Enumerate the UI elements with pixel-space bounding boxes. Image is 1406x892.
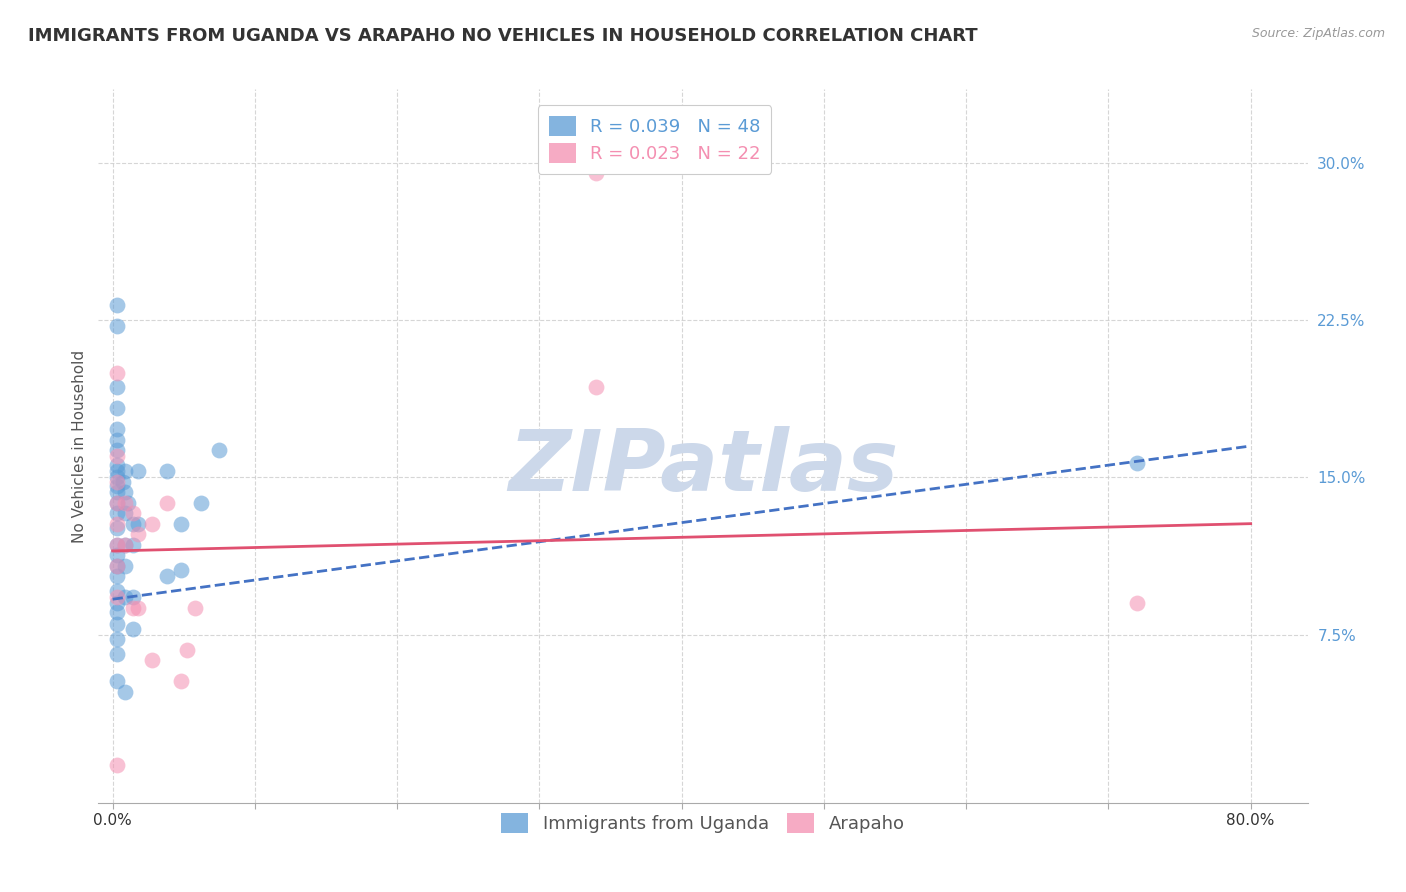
Point <box>105 496 128 510</box>
Point <box>105 479 128 493</box>
Point <box>127 464 149 478</box>
Point <box>105 758 128 772</box>
Point <box>121 516 143 531</box>
Point <box>105 366 128 380</box>
Point <box>1126 456 1149 470</box>
Point <box>105 617 128 632</box>
Point <box>105 569 128 583</box>
Point <box>114 464 136 478</box>
Point <box>105 538 128 552</box>
Point <box>105 450 128 464</box>
Point <box>105 443 128 458</box>
Point <box>105 458 128 472</box>
Point <box>114 506 136 520</box>
Point <box>105 558 128 573</box>
Point <box>190 496 212 510</box>
Point <box>121 600 143 615</box>
Point <box>170 516 193 531</box>
Point <box>105 558 128 573</box>
Text: Source: ZipAtlas.com: Source: ZipAtlas.com <box>1251 27 1385 40</box>
Point <box>208 443 231 458</box>
Point <box>121 538 143 552</box>
Point <box>114 590 136 604</box>
Point <box>105 433 128 447</box>
Point <box>105 401 128 416</box>
Point <box>105 298 128 312</box>
Point <box>105 583 128 598</box>
Legend: Immigrants from Uganda, Arapaho: Immigrants from Uganda, Arapaho <box>494 805 912 840</box>
Point <box>170 563 193 577</box>
Point <box>105 485 128 500</box>
Point <box>105 538 128 552</box>
Y-axis label: No Vehicles in Household: No Vehicles in Household <box>72 350 87 542</box>
Point <box>111 475 134 489</box>
Point <box>105 674 128 689</box>
Point <box>117 496 139 510</box>
Point <box>105 380 128 394</box>
Point <box>127 600 149 615</box>
Point <box>114 485 136 500</box>
Point <box>114 538 136 552</box>
Point <box>121 506 143 520</box>
Point <box>184 600 207 615</box>
Point <box>105 506 128 520</box>
Point <box>105 319 128 334</box>
Point <box>105 516 128 531</box>
Point <box>105 521 128 535</box>
Point <box>156 496 179 510</box>
Point <box>105 632 128 646</box>
Point <box>121 622 143 636</box>
Point <box>105 605 128 619</box>
Point <box>105 590 128 604</box>
Point <box>141 653 163 667</box>
Point <box>105 596 128 610</box>
Point <box>1126 596 1149 610</box>
Point <box>127 527 149 541</box>
Point <box>141 516 163 531</box>
Point <box>105 470 128 484</box>
Point <box>121 590 143 604</box>
Point <box>585 166 607 180</box>
Point <box>105 496 128 510</box>
Point <box>105 464 128 478</box>
Text: ZIPatlas: ZIPatlas <box>508 425 898 509</box>
Point <box>114 496 136 510</box>
Point <box>114 684 136 698</box>
Point <box>156 464 179 478</box>
Point <box>176 642 198 657</box>
Point <box>105 475 128 489</box>
Point <box>585 380 607 394</box>
Text: IMMIGRANTS FROM UGANDA VS ARAPAHO NO VEHICLES IN HOUSEHOLD CORRELATION CHART: IMMIGRANTS FROM UGANDA VS ARAPAHO NO VEH… <box>28 27 977 45</box>
Point <box>127 516 149 531</box>
Point <box>170 674 193 689</box>
Point <box>114 538 136 552</box>
Point <box>105 422 128 436</box>
Point <box>156 569 179 583</box>
Point <box>105 548 128 562</box>
Point <box>105 647 128 661</box>
Point <box>114 558 136 573</box>
